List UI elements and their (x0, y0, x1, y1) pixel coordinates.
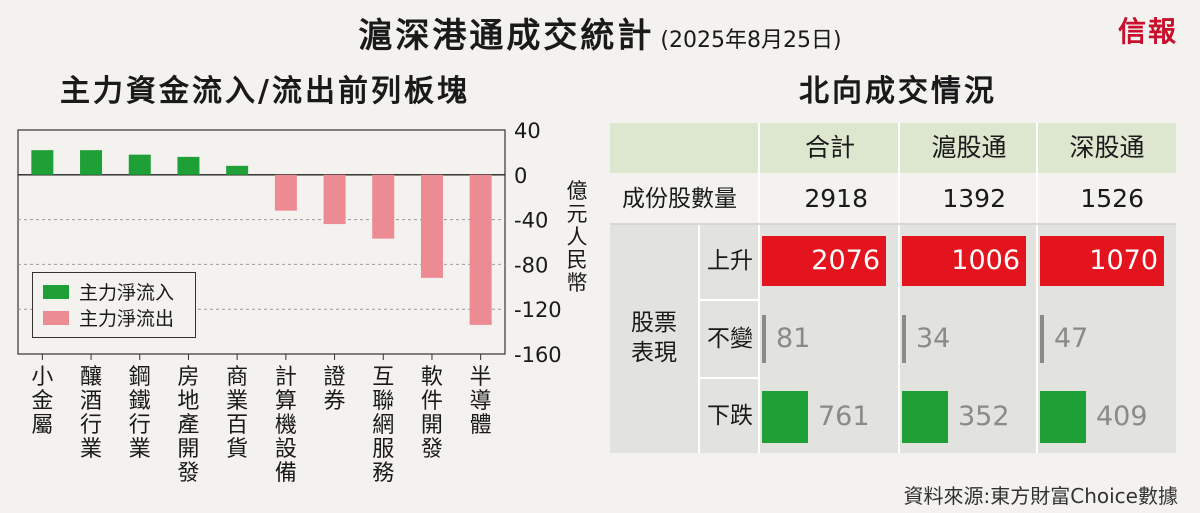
x-category-label: 證券 (323, 365, 346, 414)
flat-marker-sh (902, 315, 906, 363)
row-divider (698, 299, 760, 301)
x-category-label: 鋼鐵行業 (128, 365, 151, 462)
y-tick-label: -160 (514, 343, 562, 367)
bar-outflow (372, 174, 395, 239)
down-value-sz: 409 (1096, 401, 1148, 432)
y-tick-label: -40 (514, 209, 548, 233)
row-divider (698, 377, 760, 379)
down-bar-total (762, 391, 808, 443)
y-tick-label: 0 (514, 164, 527, 188)
page-title: 滬深港通成交統計 (358, 16, 655, 56)
down-value-sh: 352 (958, 401, 1010, 432)
col-divider (1036, 123, 1038, 453)
bar-inflow (80, 150, 103, 175)
x-category-label: 釀酒行業 (80, 365, 103, 462)
down-bar-sh (902, 391, 948, 443)
x-category-label: 小金屬 (31, 365, 54, 438)
legend-swatch-outflow (43, 310, 69, 325)
up-bar-total: 2076 (762, 236, 886, 286)
column-header-sz: 深股通 (1038, 123, 1176, 173)
down-value-total: 761 (818, 401, 870, 432)
constituents-sz: 1526 (1080, 184, 1144, 213)
source-note: 資料來源:東方財富Choice數據 (903, 484, 1178, 508)
col-divider (698, 223, 700, 453)
x-category-label: 軟件開發 (420, 365, 443, 462)
bar-inflow (226, 165, 249, 175)
header: 滬深港通成交統計 (2025年8月25日) (0, 8, 1200, 56)
constituents-label: 成份股數量 (622, 186, 737, 212)
chart-legend: 主力淨流入 主力淨流出 (32, 272, 196, 338)
left-panel-title: 主力資金流入/流出前列板塊 (60, 74, 470, 109)
flat-marker-sz (1040, 315, 1044, 363)
y-tick-label: -80 (514, 253, 548, 277)
constituents-sh: 1392 (942, 184, 1006, 213)
row-divider (610, 223, 1176, 225)
constituents-total: 2918 (804, 184, 868, 213)
flat-value-sz: 47 (1054, 323, 1089, 354)
x-category-label: 半導體 (469, 365, 492, 438)
up-bar-sz: 1070 (1040, 236, 1164, 286)
column-header-total: 合計 (760, 123, 900, 173)
bar-outflow (420, 174, 443, 278)
flat-marker-total (762, 315, 766, 363)
performance-label-cell: 股票表現 (610, 223, 698, 453)
bar-inflow (31, 150, 54, 175)
y-tick-label: -120 (514, 298, 562, 322)
page-date: (2025年8月25日) (660, 28, 842, 53)
column-header-sh: 滬股通 (900, 123, 1038, 173)
legend-swatch-inflow (43, 284, 69, 299)
legend-label-outflow: 主力淨流出 (79, 308, 175, 330)
performance-label: 股票表現 (631, 310, 677, 366)
col-divider (758, 123, 760, 453)
flat-value-total: 81 (776, 323, 811, 354)
x-category-label: 互聯網服務 (372, 365, 395, 486)
plot-frame (17, 129, 506, 355)
flat-value-sh: 34 (916, 323, 951, 354)
right-panel-title: 北向成交情況 (799, 74, 997, 109)
x-category-label: 商業百貨 (226, 365, 249, 462)
row-label-up: 上升 (707, 248, 753, 274)
row-label-flat: 不變 (707, 326, 753, 352)
x-category-label: 計算機設備 (274, 365, 297, 486)
bar-outflow (323, 174, 346, 225)
bar-outflow (274, 174, 297, 211)
col-divider (898, 123, 900, 453)
bar-inflow (128, 154, 151, 175)
row-label-down: 下跌 (707, 403, 753, 429)
legend-item-inflow: 主力淨流入 (43, 282, 174, 304)
y-axis-unit-label: 億元人民幣 (566, 179, 588, 295)
northbound-table: 合計 滬股通 深股通 成份股數量 2918 1392 1526 股票表現 上升 … (610, 123, 1176, 453)
sector-flow-chart: 40 0 -40 -80 -120 -160 (17, 119, 562, 367)
x-category-label: 房地產開發 (177, 365, 200, 486)
y-tick-label: 40 (514, 119, 541, 143)
legend-item-outflow: 主力淨流出 (43, 308, 174, 330)
bar-inflow (177, 156, 200, 175)
up-bar-sh: 1006 (902, 236, 1026, 286)
legend-label-inflow: 主力淨流入 (79, 282, 175, 304)
bar-outflow (469, 174, 492, 325)
down-bar-sz (1040, 391, 1086, 443)
brand-logo: 信報 (1117, 15, 1178, 48)
